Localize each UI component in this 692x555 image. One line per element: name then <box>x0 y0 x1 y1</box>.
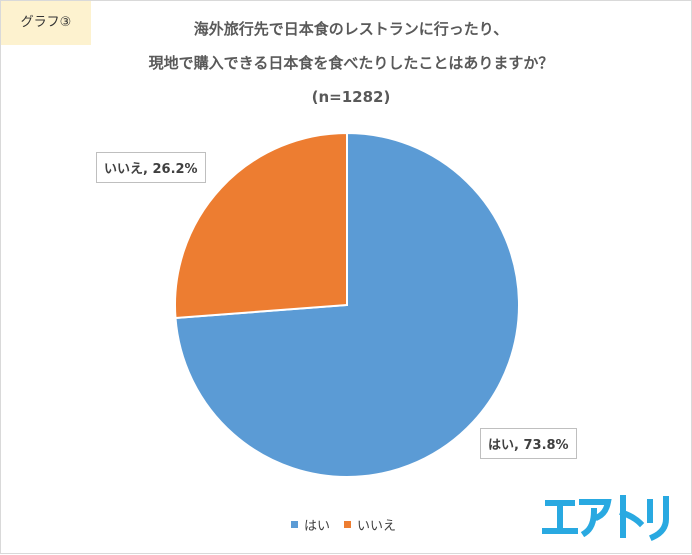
legend-label-no: いいえ <box>357 519 397 534</box>
legend: はい いいえ <box>291 515 410 534</box>
legend-label-yes: はい <box>304 519 331 534</box>
figure-tag: グラフ③ <box>1 1 91 45</box>
chart-title: 海外旅行先で日本食のレストランに行ったり、 現地で購入できる日本食を食べたりした… <box>81 19 621 108</box>
legend-item-no: いいえ <box>344 515 396 534</box>
legend-swatch-yes <box>291 521 298 528</box>
data-label-no-value: 26.2% <box>152 162 198 177</box>
data-label-yes: はい, 73.8% <box>480 428 577 459</box>
data-label-no: いいえ, 26.2% <box>96 152 206 183</box>
legend-item-yes: はい <box>291 515 330 534</box>
data-label-yes-value: 73.8% <box>523 438 569 453</box>
pie-slice-no <box>174 131 348 320</box>
data-label-yes-category: はい <box>488 438 515 453</box>
chart-sample-size: (n=1282) <box>311 88 391 106</box>
chart-title-line-1: 海外旅行先で日本食のレストランに行ったり、 <box>193 20 509 38</box>
data-label-no-category: いいえ <box>104 162 144 177</box>
chart-title-line-2: 現地で購入できる日本食を食べたりしたことはありますか？ <box>148 54 554 72</box>
legend-swatch-no <box>344 521 352 528</box>
brand-logo <box>542 495 669 541</box>
